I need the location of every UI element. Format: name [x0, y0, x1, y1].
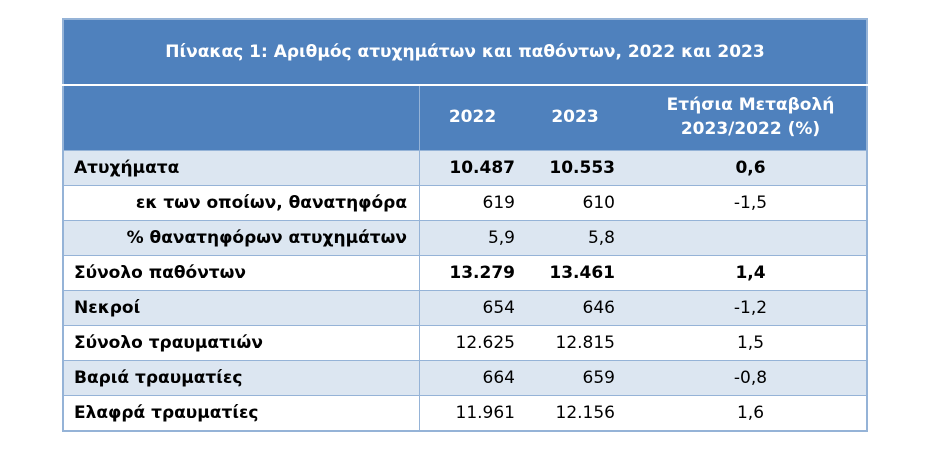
data-table: Πίνακας 1: Αριθμός ατυχημάτων και παθόντ…	[62, 18, 868, 432]
header-cell: 2023	[525, 85, 635, 151]
header-cell: Ετήσια Μεταβολή 2023/2022 (%)	[635, 85, 867, 151]
cell: 13.279	[419, 255, 525, 291]
cell: -0,8	[635, 360, 867, 396]
row-label: Νεκροί	[63, 290, 420, 326]
row-label: Βαριά τραυματίες	[63, 360, 420, 396]
row: εκ των οποίων, θανατηφόρα 619 610 -1,5	[63, 185, 867, 221]
cell: 12.815	[525, 325, 635, 361]
cell: 12.156	[525, 395, 635, 432]
cell: 659	[525, 360, 635, 396]
row-label: Ελαφρά τραυματίες	[63, 395, 420, 432]
cell: 5,8	[525, 220, 635, 256]
cell: 10.487	[419, 150, 525, 186]
cell: 1,5	[635, 325, 867, 361]
cell: 1,6	[635, 395, 867, 432]
cell: 646	[525, 290, 635, 326]
cell: 619	[419, 185, 525, 221]
cell: 654	[419, 290, 525, 326]
cell: 1,4	[635, 255, 867, 291]
row-label: Σύνολο παθόντων	[63, 255, 420, 291]
empty-cell	[635, 220, 867, 256]
header-cell	[63, 85, 420, 151]
row-label: εκ των οποίων, θανατηφόρα	[63, 185, 420, 221]
cell: -1,2	[635, 290, 867, 326]
header-row: 2022 2023 Ετήσια Μεταβολή 2023/2022 (%)	[63, 85, 867, 151]
cell: 664	[419, 360, 525, 396]
row: Ελαφρά τραυματίες 11.961 12.156 1,6	[63, 395, 867, 432]
row-label: Σύνολο τραυματιών	[63, 325, 420, 361]
table-title: Πίνακας 1: Αριθμός ατυχημάτων και παθόντ…	[63, 19, 867, 86]
row: Νεκροί 654 646 -1,2	[63, 290, 867, 326]
cell: 13.461	[525, 255, 635, 291]
cell: 11.961	[419, 395, 525, 432]
cell: 610	[525, 185, 635, 221]
row: Ατυχήματα 10.487 10.553 0,6	[63, 150, 867, 186]
title-row: Πίνακας 1: Αριθμός ατυχημάτων και παθόντ…	[63, 19, 867, 86]
row: Σύνολο τραυματιών 12.625 12.815 1,5	[63, 325, 867, 361]
row-label: Ατυχήματα	[63, 150, 420, 186]
cell: 5,9	[419, 220, 525, 256]
row: Σύνολο παθόντων 13.279 13.461 1,4	[63, 255, 867, 291]
row-label: % θανατηφόρων ατυχημάτων	[63, 220, 420, 256]
cell: 10.553	[525, 150, 635, 186]
header-cell: 2022	[419, 85, 525, 151]
cell: -1,5	[635, 185, 867, 221]
row: Βαριά τραυματίες 664 659 -0,8	[63, 360, 867, 396]
row: % θανατηφόρων ατυχημάτων 5,9 5,8	[63, 220, 867, 256]
cell: 0,6	[635, 150, 867, 186]
cell: 12.625	[419, 325, 525, 361]
